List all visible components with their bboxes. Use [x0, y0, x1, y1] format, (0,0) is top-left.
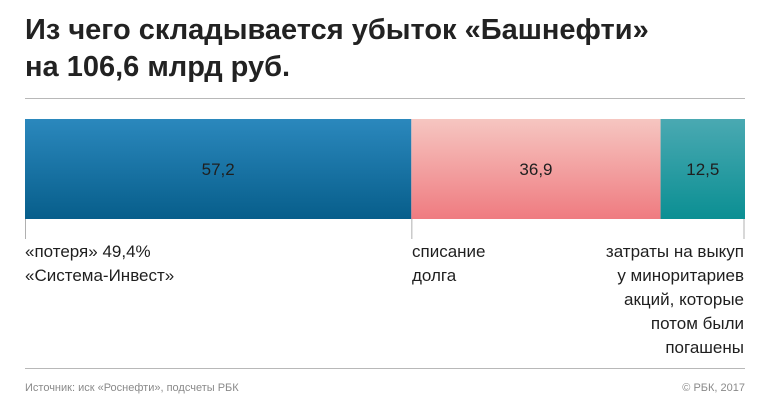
bar-value-label-0: 57,2	[202, 160, 235, 179]
segment-label-0: «потеря» 49,4% «Система-Инвест»	[25, 240, 325, 288]
bar-segment-1	[411, 119, 661, 219]
chart-title: Из чего складывается убыток «Башнефти» н…	[25, 12, 745, 86]
segment-label-1-line-0: списание	[412, 242, 486, 261]
segment-label-2-line-0: затраты на выкуп	[605, 242, 744, 261]
bar-value-label-1: 36,9	[519, 160, 552, 179]
chart-title-line-2: на 106,6 млрд руб.	[25, 51, 291, 83]
segment-label-2-line-1: у миноритариев	[617, 266, 744, 285]
segment-label-0-line-0: «потеря» 49,4%	[25, 242, 151, 261]
bar-segment-2	[660, 119, 745, 219]
copyright: © РБК, 2017	[682, 382, 745, 394]
bar-segment-0	[25, 119, 412, 219]
source-note: Источник: иск «Роснефти», подсчеты РБК	[25, 382, 239, 394]
segment-label-1-line-1: долга	[412, 266, 457, 285]
segment-label-2-line-2: акций, которые	[624, 290, 744, 309]
title-divider	[25, 98, 745, 99]
segment-label-2-line-3: потом были	[650, 314, 744, 333]
segment-label-0-line-1: «Система-Инвест»	[25, 266, 175, 285]
footer-divider	[25, 368, 745, 369]
stacked-bar-chart: 57,2 36,9 12,5	[25, 119, 745, 239]
segment-label-2-line-4: погашены	[665, 338, 744, 357]
bar-value-label-2: 12,5	[686, 160, 719, 179]
segment-label-1: списание долга	[412, 240, 572, 288]
chart-title-line-1: Из чего складывается убыток «Башнефти»	[25, 14, 649, 46]
segment-label-2: затраты на выкуп у миноритариев акций, к…	[565, 240, 744, 360]
